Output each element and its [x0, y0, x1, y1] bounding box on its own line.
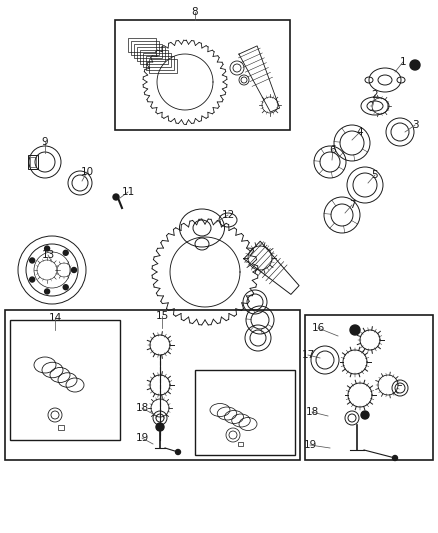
Bar: [128, 38, 156, 52]
Circle shape: [63, 251, 68, 255]
Bar: [195, 370, 295, 455]
Circle shape: [63, 285, 68, 290]
Text: 16: 16: [311, 323, 325, 333]
Circle shape: [156, 423, 164, 431]
Text: 14: 14: [48, 313, 62, 323]
Bar: [28, 155, 38, 169]
Text: 3: 3: [412, 120, 418, 130]
Text: 11: 11: [121, 187, 134, 197]
Text: 8: 8: [192, 7, 198, 17]
Text: 18: 18: [135, 403, 148, 413]
Text: 7: 7: [349, 200, 355, 210]
Text: 19: 19: [304, 440, 317, 450]
Text: 2: 2: [372, 90, 378, 100]
Text: 1: 1: [400, 57, 406, 67]
Text: 17: 17: [301, 350, 314, 360]
Bar: [238, 442, 243, 446]
Bar: [30, 157, 36, 167]
Text: 4: 4: [357, 127, 363, 137]
Text: 18: 18: [305, 407, 318, 417]
Bar: [140, 50, 168, 64]
Circle shape: [71, 268, 77, 272]
Circle shape: [176, 449, 180, 455]
Bar: [305, 315, 433, 460]
Text: 6: 6: [330, 145, 336, 155]
Circle shape: [392, 456, 398, 461]
Bar: [58, 425, 64, 430]
Bar: [134, 44, 162, 58]
Circle shape: [350, 325, 360, 335]
Text: 19: 19: [135, 433, 148, 443]
Bar: [137, 47, 165, 61]
Bar: [131, 41, 159, 55]
Bar: [10, 320, 120, 440]
Circle shape: [113, 194, 119, 200]
Text: 15: 15: [155, 311, 169, 321]
Bar: [143, 53, 171, 67]
Circle shape: [45, 246, 49, 251]
Bar: [5, 310, 300, 460]
Circle shape: [361, 411, 369, 419]
Text: 9: 9: [42, 137, 48, 147]
Text: 12: 12: [221, 210, 235, 220]
Text: 13: 13: [41, 250, 55, 260]
Bar: [146, 56, 174, 70]
Circle shape: [30, 258, 35, 263]
Text: 10: 10: [81, 167, 94, 177]
Circle shape: [45, 289, 49, 294]
Bar: [149, 59, 177, 73]
Circle shape: [410, 60, 420, 70]
Circle shape: [30, 277, 35, 282]
Text: 5: 5: [372, 170, 378, 180]
Bar: [115, 20, 290, 130]
